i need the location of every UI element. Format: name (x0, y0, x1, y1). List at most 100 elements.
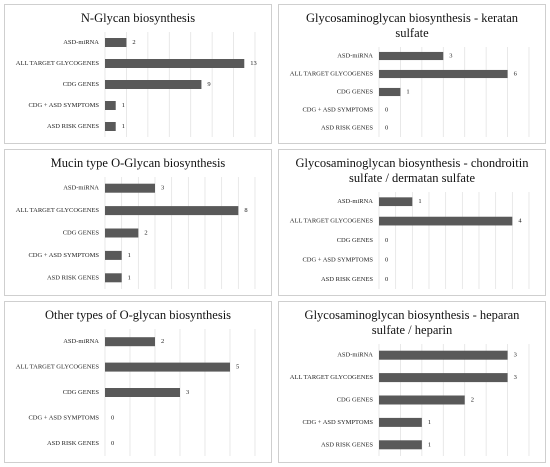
value-label: 0 (385, 256, 388, 263)
category-label: ASD RISK GENES (47, 123, 99, 130)
bar (379, 417, 422, 427)
bar (105, 362, 230, 372)
bar (105, 38, 127, 47)
category-label: CDG + ASD SYMPTOMS (28, 414, 99, 421)
value-label: 8 (244, 207, 247, 214)
bar (379, 350, 508, 360)
chart-panel: Glycosaminoglycan biosynthesis - chondro… (278, 149, 546, 296)
category-label: ASD RISK GENES (321, 276, 373, 283)
chart-title: Glycosaminoglycan biosynthesis - heparan… (304, 308, 520, 337)
bar (379, 373, 508, 383)
category-label: CDG GENES (63, 81, 100, 88)
chart: ASD-miRNA 2 ALL TARGET GLYCOGENES 5 CDG GENE… (16, 329, 256, 456)
bar (379, 197, 413, 207)
chart: ASD-miRNA 3 ALL TARGET GLYCOGENES 8 CDG GENE… (16, 177, 256, 289)
category-label: CDG + ASD SYMPTOMS (302, 419, 373, 426)
category-label: ASD RISK GENES (321, 441, 373, 448)
value-label: 1 (122, 123, 125, 130)
value-label: 3 (449, 52, 452, 59)
category-label: CDG + ASD SYMPTOMS (302, 256, 373, 263)
value-label: 1 (428, 441, 431, 448)
category-label: CDG + ASD SYMPTOMS (28, 102, 99, 109)
chart-title: N-Glycan biosynthesis (80, 11, 196, 25)
category-label: ALL TARGET GLYCOGENES (16, 60, 100, 67)
category-label: ASD-miRNA (337, 52, 373, 59)
category-label: ALL TARGET GLYCOGENES (290, 218, 374, 225)
chart: ASD-miRNA 3 ALL TARGET GLYCOGENES 6 CDG GENE… (290, 47, 530, 137)
category-label: ASD RISK GENES (321, 124, 373, 131)
bar (379, 395, 465, 405)
bar (105, 273, 122, 283)
category-label: ALL TARGET GLYCOGENES (290, 70, 374, 77)
value-label: 0 (385, 106, 388, 113)
value-label: 1 (418, 198, 421, 205)
bar (105, 59, 245, 68)
value-label: 2 (161, 338, 164, 345)
value-label: 1 (128, 252, 131, 259)
bar (105, 122, 116, 131)
bar (379, 87, 401, 97)
category-label: CDG GENES (337, 237, 374, 244)
category-label: CDG + ASD SYMPTOMS (28, 252, 99, 259)
value-label: 0 (385, 124, 388, 131)
value-label: 3 (186, 389, 189, 396)
bar (105, 183, 155, 193)
chart-panel: Mucin type O-Glycan biosynthesis ASD-miRN… (4, 149, 272, 296)
category-label: CDG GENES (337, 396, 374, 403)
category-label: ASD-miRNA (63, 338, 99, 345)
value-label: 4 (518, 218, 522, 225)
bar (105, 206, 239, 216)
bar (379, 216, 513, 226)
chart: ASD-miRNA 1 ALL TARGET GLYCOGENES 4 CDG GENE… (290, 192, 530, 289)
value-label: 2 (144, 229, 147, 236)
bar (105, 101, 116, 110)
value-label: 1 (428, 419, 431, 426)
value-label: 1 (406, 88, 409, 95)
value-label: 3 (514, 352, 517, 359)
bar (379, 69, 508, 79)
chart-title: Other types of O-glycan biosynthesis (44, 308, 232, 322)
value-label: 5 (236, 364, 239, 371)
value-label: 0 (111, 414, 114, 421)
chart-title: Glycosaminoglycan biosynthesis - keratan… (305, 11, 519, 40)
category-label: ALL TARGET GLYCOGENES (16, 364, 100, 371)
chart: ASD-miRNA 3 ALL TARGET GLYCOGENES 3 CDG GENE… (290, 344, 530, 456)
category-label: CDG GENES (63, 229, 100, 236)
chart-title: Mucin type O-Glycan biosynthesis (50, 156, 226, 170)
value-label: 0 (385, 276, 388, 283)
value-label: 9 (207, 81, 210, 88)
chart-panel: N-Glycan biosynthesis ASD-miRNA 2 ALL TARGE… (4, 4, 272, 144)
bar (105, 250, 122, 260)
category-label: CDG + ASD SYMPTOMS (302, 106, 373, 113)
chart-title: Glycosaminoglycan biosynthesis - chondro… (295, 156, 529, 185)
value-label: 0 (385, 237, 388, 244)
chart-panel: Glycosaminoglycan biosynthesis - keratan… (278, 4, 546, 144)
value-label: 3 (514, 374, 517, 381)
bar (379, 440, 422, 450)
chart: ASD-miRNA 2 ALL TARGET GLYCOGENES 13 CDG GEN… (16, 32, 257, 137)
value-label: 3 (161, 185, 164, 192)
category-label: CDG GENES (337, 88, 374, 95)
bar (105, 228, 139, 238)
bar (379, 51, 444, 61)
category-label: ASD-miRNA (63, 39, 99, 46)
category-label: ASD-miRNA (63, 185, 99, 192)
chart-panel: Other types of O-glycan biosynthesis ASD-… (4, 301, 272, 463)
category-label: ASD RISK GENES (47, 440, 99, 447)
value-label: 13 (250, 60, 256, 67)
value-label: 1 (128, 274, 131, 281)
value-label: 6 (514, 70, 518, 77)
category-label: ASD RISK GENES (47, 274, 99, 281)
category-label: ALL TARGET GLYCOGENES (16, 207, 100, 214)
category-label: ASD-miRNA (337, 352, 373, 359)
category-label: CDG GENES (63, 389, 100, 396)
value-label: 2 (471, 396, 474, 403)
value-label: 2 (132, 39, 135, 46)
category-label: ALL TARGET GLYCOGENES (290, 374, 374, 381)
bar (105, 337, 155, 347)
bar (105, 388, 180, 397)
value-label: 0 (111, 440, 114, 447)
value-label: 1 (122, 102, 125, 109)
category-label: ASD-miRNA (337, 198, 373, 205)
